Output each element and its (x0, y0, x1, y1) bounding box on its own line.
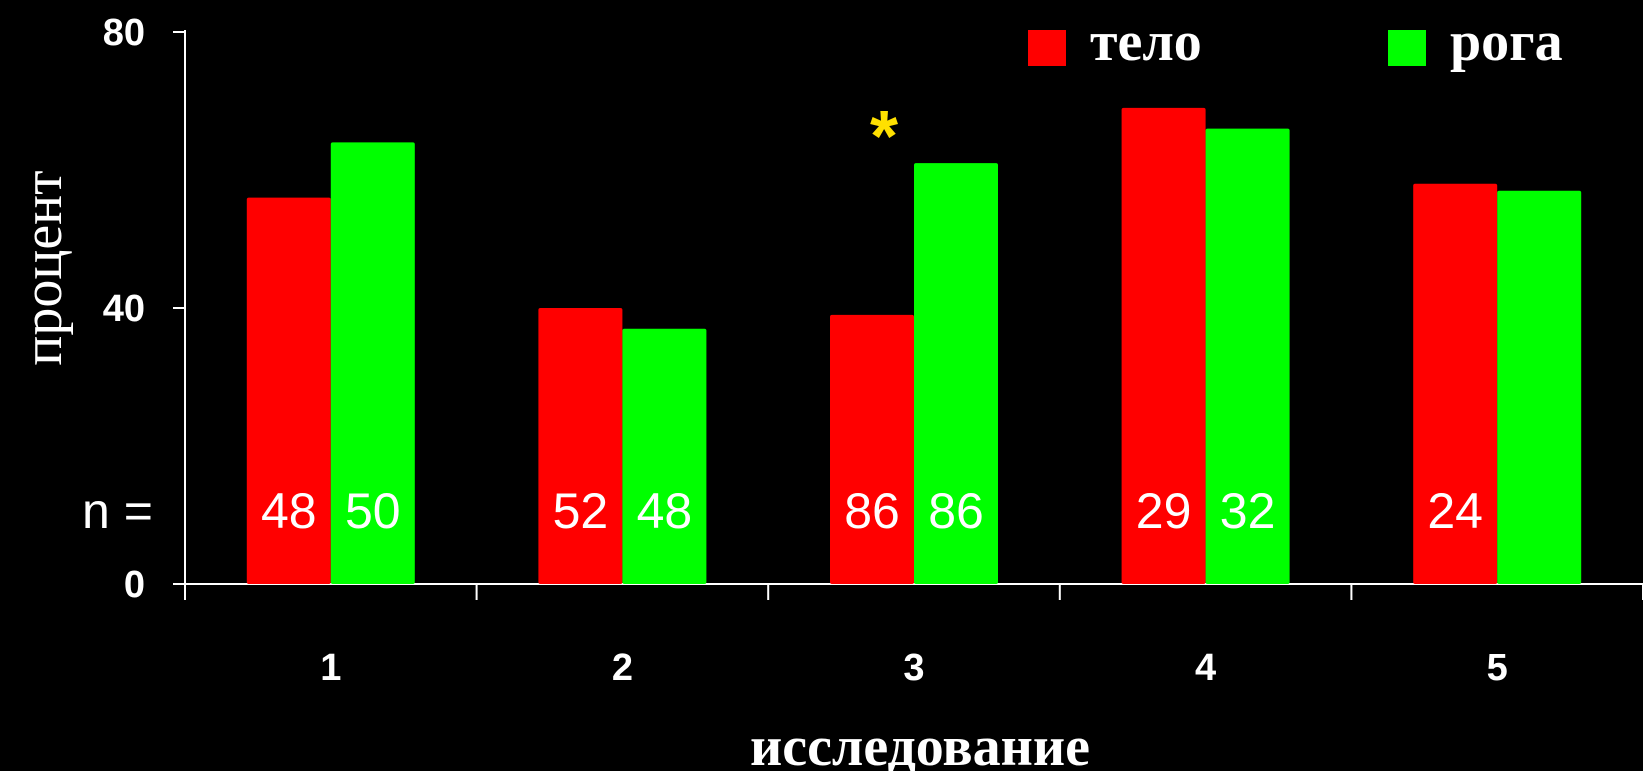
legend: тело рога (1028, 11, 1563, 73)
y-ticks: 0 40 80 (103, 12, 185, 606)
n-prefix-label: n = (82, 483, 153, 539)
legend-swatch (1388, 30, 1426, 66)
x-tick-label: 3 (903, 647, 924, 689)
y-tick-label: 0 (124, 564, 145, 606)
x-tick-label: 4 (1195, 647, 1216, 689)
bar-roga (914, 163, 998, 584)
x-tick-label: 2 (612, 647, 633, 689)
significance-star: * (870, 97, 898, 177)
bar-telo (1413, 183, 1498, 585)
y-tick-label: 40 (103, 288, 145, 330)
x-axis-title: исследование (750, 716, 1090, 771)
bar-telo (246, 197, 331, 584)
n-value-label: 86 (844, 483, 900, 539)
n-value-label: 48 (261, 483, 317, 539)
legend-label: тело (1090, 11, 1202, 73)
bar-telo (538, 308, 623, 584)
legend-swatch (1028, 30, 1066, 66)
n-value-label: 29 (1136, 483, 1192, 539)
bar-telo (1121, 107, 1206, 585)
n-value-label: 50 (345, 483, 401, 539)
x-tick-label: 1 (320, 647, 341, 689)
n-labels: 48 50 52 48 86 86 29 32 24 (261, 483, 1483, 539)
bar-roga (330, 142, 415, 584)
n-value-label: 48 (637, 483, 693, 539)
x-tick-label: 5 (1487, 647, 1508, 689)
bar-roga (622, 328, 707, 584)
bar-telo (830, 314, 914, 584)
n-value-label: 52 (553, 483, 609, 539)
bar-roga (1205, 128, 1290, 584)
y-axis-title: процент (12, 170, 74, 365)
annotations: * (870, 97, 898, 177)
legend-label: рога (1450, 11, 1563, 73)
bars (246, 107, 1582, 585)
x-ticks: 1 2 3 4 5 (184, 584, 1643, 689)
y-tick-label: 80 (103, 12, 145, 54)
n-value-label: 86 (928, 483, 984, 539)
n-value-label: 24 (1427, 483, 1483, 539)
n-value-label: 32 (1220, 483, 1276, 539)
bar-roga (1497, 190, 1582, 584)
